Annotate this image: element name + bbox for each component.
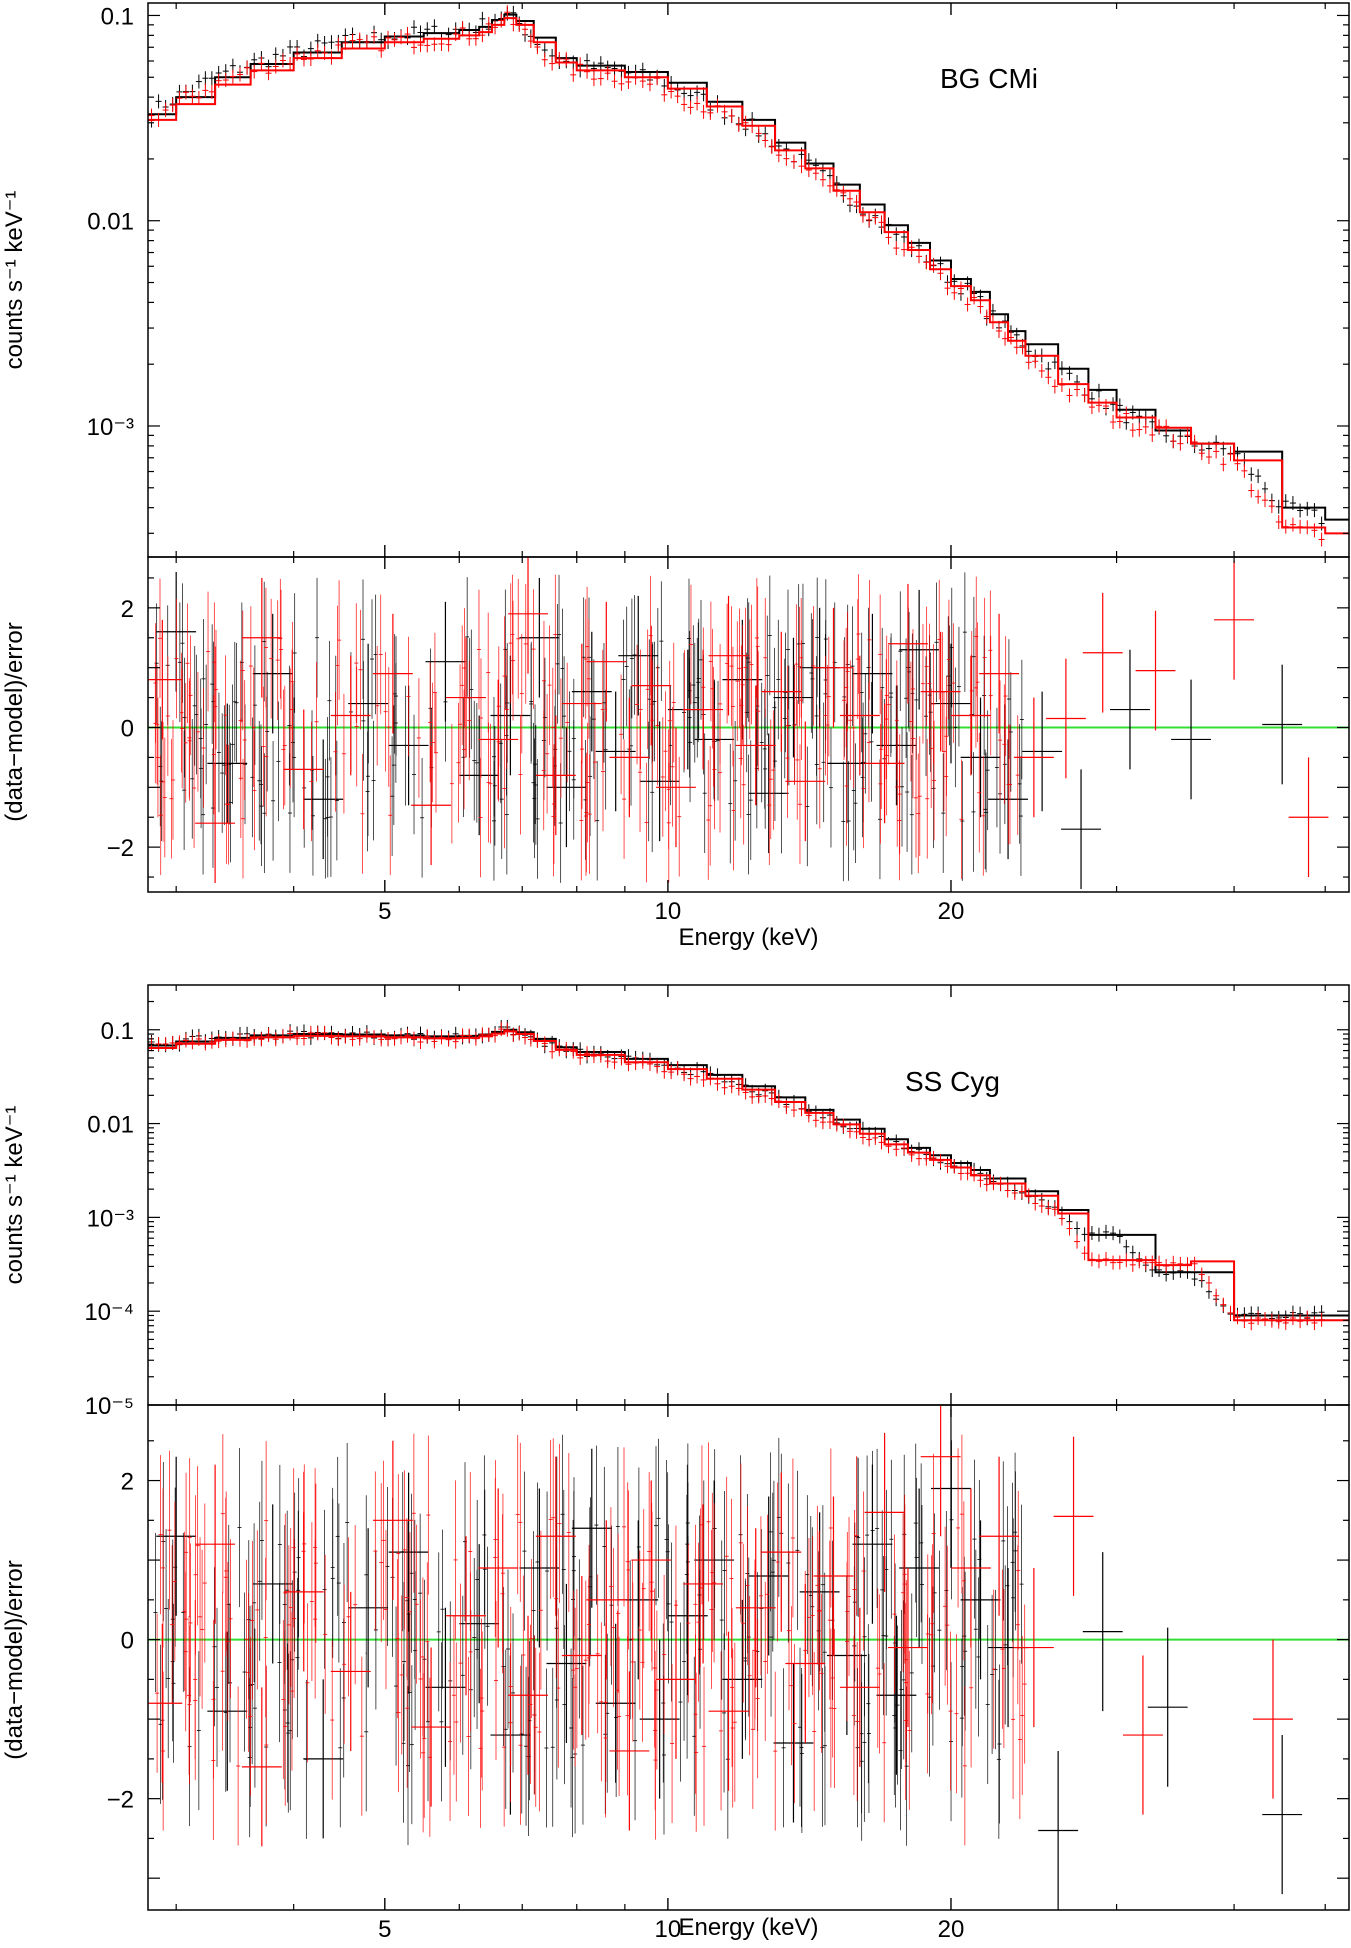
y-tick-label: 0.1 bbox=[101, 1018, 134, 1045]
panel-frame bbox=[147, 2, 1350, 558]
y-tick-label: −2 bbox=[107, 1787, 134, 1814]
x-tick-label: 5 bbox=[378, 1916, 391, 1943]
panel-frame bbox=[147, 1404, 1350, 1911]
y-tick-label: 10⁻⁴ bbox=[84, 1299, 134, 1326]
y-axis-title: counts s⁻¹ keV⁻¹ bbox=[1, 1106, 28, 1285]
y-tick-label: 10⁻³ bbox=[87, 1205, 134, 1232]
y-tick-label: 0.01 bbox=[87, 209, 134, 236]
panel-plot-area bbox=[148, 1405, 1349, 1910]
model-curve-red bbox=[148, 1030, 1349, 1322]
y-axis-title: counts s⁻¹ keV⁻¹ bbox=[1, 191, 28, 370]
y-axis-title: (data−model)/error bbox=[1, 622, 28, 821]
x-tick-label: 10 bbox=[655, 898, 682, 925]
y-tick-label: −2 bbox=[107, 835, 134, 862]
y-tick-label: 0 bbox=[121, 715, 134, 742]
model-curve-red bbox=[148, 17, 1349, 535]
panel-plot-area bbox=[148, 5, 1349, 547]
model-curve-black bbox=[148, 1028, 1349, 1317]
panel-1: 0.1 0.01 10⁻³ counts s⁻¹ keV⁻¹ BG CMi bbox=[1, 2, 1350, 558]
x-axis-title: Energy (keV) bbox=[678, 1914, 818, 1941]
panel-frame bbox=[147, 556, 1350, 893]
panel-frame bbox=[147, 984, 1350, 1406]
source-label: SS Cyg bbox=[905, 1066, 1000, 1097]
panel-3: 0.1 0.01 10⁻³ 10⁻⁴ 10⁻⁵ counts s⁻¹ keV⁻¹ SS Cy… bbox=[1, 984, 1350, 1420]
y-tick-label: 0.1 bbox=[101, 3, 134, 30]
x-tick-label: 5 bbox=[378, 898, 391, 925]
y-tick-label: 2 bbox=[121, 596, 134, 623]
y-tick-label: 10⁻³ bbox=[87, 414, 134, 441]
y-tick-label: 0 bbox=[121, 1628, 134, 1655]
y-tick-label: 10⁻⁵ bbox=[85, 1393, 134, 1420]
source-label: BG CMi bbox=[940, 63, 1038, 94]
x-tick-label: 10 bbox=[655, 1916, 682, 1943]
model-curve-black bbox=[148, 13, 1349, 521]
x-axis-title: Energy (keV) bbox=[678, 924, 818, 951]
y-axis-title: (data−model)/error bbox=[1, 1560, 28, 1759]
panel-plot-area bbox=[148, 557, 1349, 890]
x-tick-label: 20 bbox=[938, 1916, 965, 1943]
y-tick-label: 0.01 bbox=[87, 1112, 134, 1139]
panel-plot-area bbox=[148, 1019, 1349, 1331]
y-tick-label: 2 bbox=[121, 1469, 134, 1496]
x-tick-label: 20 bbox=[938, 898, 965, 925]
